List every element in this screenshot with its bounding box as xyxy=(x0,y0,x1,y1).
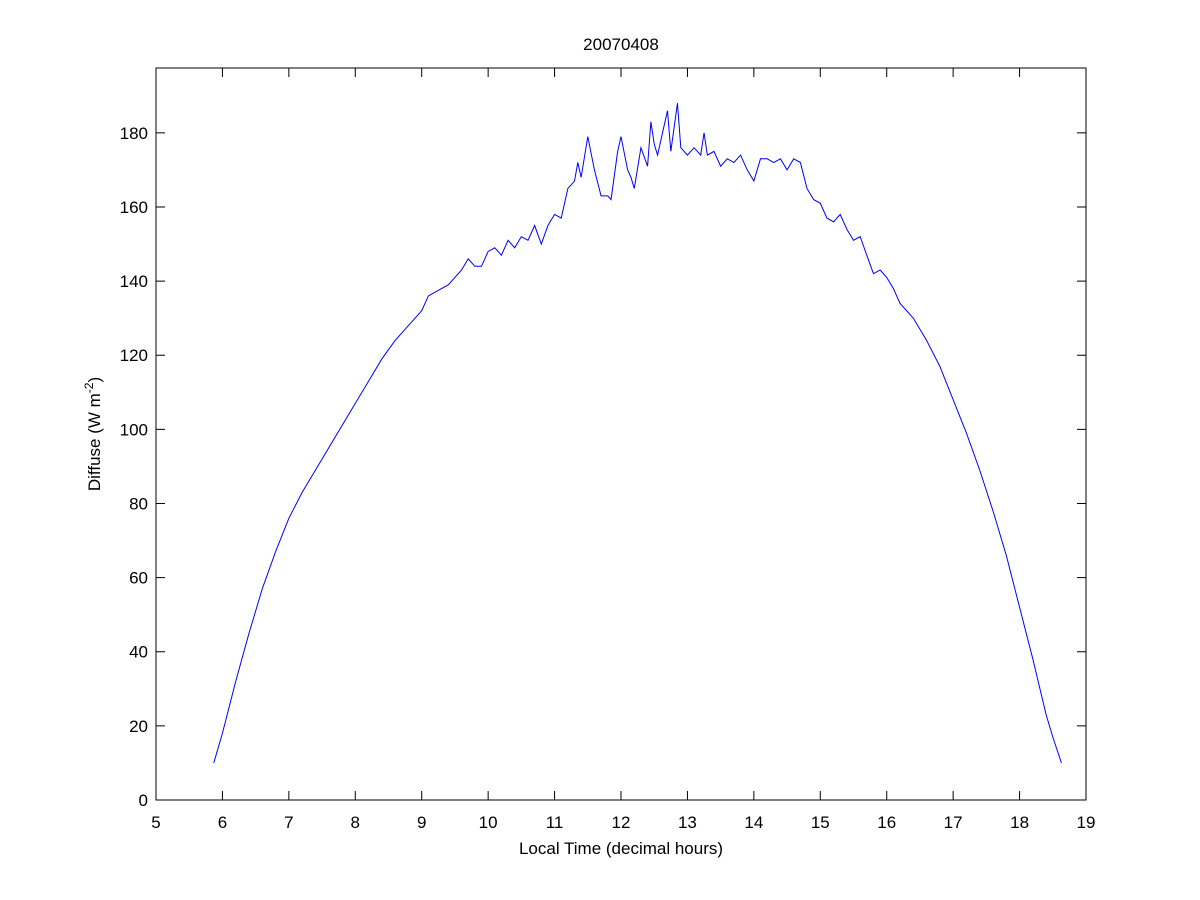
x-tick-label: 11 xyxy=(546,813,564,832)
x-tick-label: 10 xyxy=(479,813,498,832)
y-axis-label: Diffuse (W m-2) xyxy=(82,377,104,491)
plot-box xyxy=(155,67,1087,801)
y-tick-label: 140 xyxy=(120,272,148,291)
x-axis-label: Local Time (decimal hours) xyxy=(519,839,723,858)
y-tick-label: 40 xyxy=(129,643,148,662)
y-tick-label: 120 xyxy=(120,346,148,365)
y-axis-label-sup: -2 xyxy=(82,382,96,393)
x-tick-label: 16 xyxy=(877,813,896,832)
x-tick-label: 6 xyxy=(218,813,227,832)
x-tick-label: 18 xyxy=(1010,813,1029,832)
x-tick-label: 15 xyxy=(811,813,830,832)
x-tick-label: 12 xyxy=(612,813,631,832)
data-line xyxy=(213,103,1062,764)
y-tick-label: 160 xyxy=(120,198,148,217)
y-tick-label: 80 xyxy=(129,494,148,513)
chart-title: 20070408 xyxy=(583,35,659,54)
x-tick-label: 19 xyxy=(1077,813,1096,832)
y-tick-label: 100 xyxy=(120,420,148,439)
x-tick-label: 9 xyxy=(417,813,426,832)
y-tick-label: 0 xyxy=(139,791,148,810)
x-tick-label: 8 xyxy=(351,813,360,832)
x-tick-label: 14 xyxy=(744,813,763,832)
x-tick-label: 13 xyxy=(678,813,697,832)
y-axis-label-end: ) xyxy=(85,377,104,383)
x-tick-label: 7 xyxy=(284,813,293,832)
y-tick-label: 60 xyxy=(129,569,148,588)
y-axis-label-text: Diffuse (W m xyxy=(85,393,104,491)
x-tick-label: 17 xyxy=(944,813,963,832)
x-tick-label: 5 xyxy=(151,813,160,832)
y-tick-label: 20 xyxy=(129,717,148,736)
y-tick-label: 180 xyxy=(120,124,148,143)
